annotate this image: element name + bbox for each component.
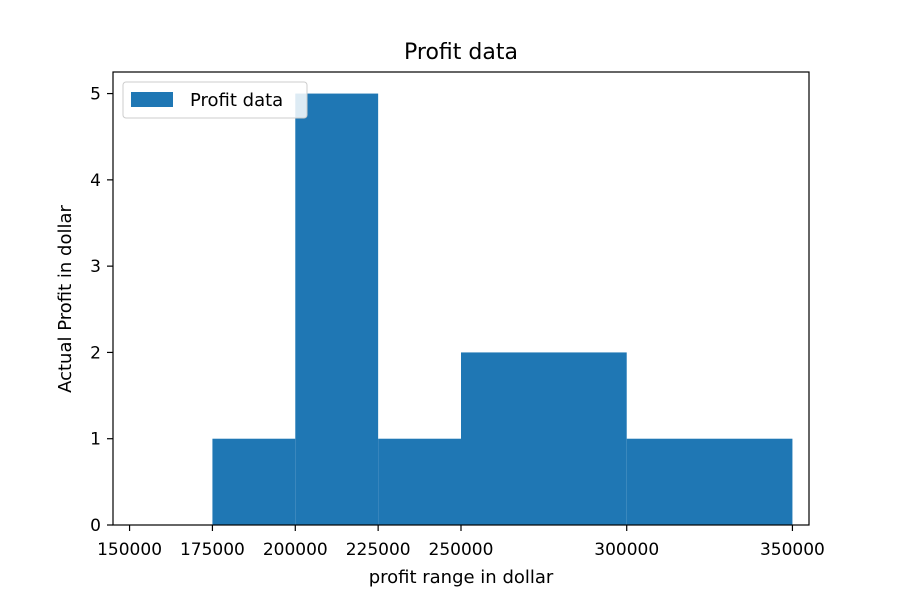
y-tick-label: 1 xyxy=(90,430,101,450)
y-axis: 0 1 2 3 4 5 xyxy=(90,85,113,536)
y-tick-label: 3 xyxy=(90,257,101,277)
x-tick-label: 250000 xyxy=(429,540,494,560)
x-axis-title: profit range in dollar xyxy=(369,567,554,588)
legend-swatch xyxy=(131,92,173,107)
legend: Profit data xyxy=(122,81,308,119)
y-axis-title: Actual Profit in dollar xyxy=(55,205,76,393)
histogram-bar-5 xyxy=(626,438,793,525)
histogram-bar-3 xyxy=(378,438,461,525)
y-tick-label: 4 xyxy=(90,171,101,191)
y-tick-label: 5 xyxy=(90,85,101,105)
legend-label: Profit data xyxy=(190,90,283,111)
x-tick-label: 225000 xyxy=(346,540,411,560)
histogram-bar-1 xyxy=(212,438,296,525)
x-tick-label: 350000 xyxy=(760,540,825,560)
x-axis: 150000 175000 200000 225000 250000 300000 3500… xyxy=(97,525,825,560)
chart-title: Profit data xyxy=(404,40,518,65)
y-tick-label: 0 xyxy=(90,516,101,536)
y-tick-label: 2 xyxy=(90,343,101,363)
histogram-bar-2 xyxy=(295,93,379,526)
x-tick-label: 150000 xyxy=(97,540,162,560)
histogram-bar-4 xyxy=(461,352,627,525)
bars-layer xyxy=(212,93,793,526)
x-tick-label: 175000 xyxy=(180,540,245,560)
legend-box xyxy=(122,81,308,119)
x-tick-label: 200000 xyxy=(263,540,328,560)
x-tick-label: 300000 xyxy=(594,540,659,560)
